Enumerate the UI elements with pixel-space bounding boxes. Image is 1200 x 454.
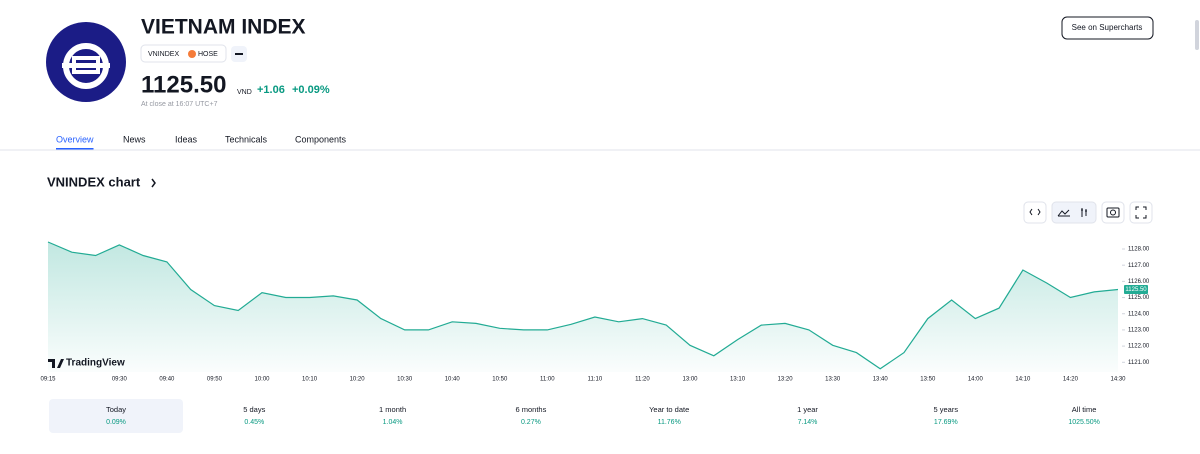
symbol-chip[interactable] [140, 44, 227, 63]
tab[interactable]: News [123, 134, 146, 144]
y-tick-label: 1122.00 [1128, 344, 1150, 350]
change: +1.06 [257, 84, 285, 96]
x-tick-label: 10:00 [254, 377, 270, 383]
brand-name: TradingView [66, 358, 125, 369]
x-tick-label: 13:10 [730, 377, 746, 383]
snapshot-icon [1106, 207, 1120, 218]
x-tick-label: 09:40 [159, 377, 175, 383]
x-tick-label: 09:15 [40, 377, 56, 383]
period-label[interactable]: 6 months [515, 405, 546, 414]
y-tick-label: 1127.00 [1128, 263, 1150, 269]
price: 1125.50 [141, 71, 226, 98]
period-change: 7.14% [798, 419, 818, 426]
brand-logo [48, 359, 64, 368]
y-tick-label: 1125.00 [1128, 295, 1150, 301]
chart-style-group [1051, 201, 1097, 224]
x-tick-label: 13:50 [920, 377, 936, 383]
x-tick-label: 09:30 [112, 377, 128, 383]
scrollbar [1195, 20, 1199, 50]
fullscreen-button[interactable] [1129, 201, 1153, 224]
period-change: 1025.50% [1068, 419, 1100, 426]
area-fill [48, 242, 1118, 372]
tab-underline [56, 148, 94, 150]
period-label[interactable]: 1 year [797, 405, 818, 414]
status: At close at 16:07 UTC+7 [141, 101, 218, 108]
x-tick-label: 10:20 [350, 377, 366, 383]
x-tick-label: 13:00 [682, 377, 698, 383]
y-tick-label: 1124.00 [1128, 311, 1150, 317]
x-tick-label: 11:10 [588, 377, 603, 383]
section-title[interactable]: VNINDEX chart [47, 174, 141, 189]
x-tick-label: 14:30 [1110, 377, 1126, 383]
supercharts-button[interactable] [1061, 16, 1154, 40]
y-tick-label: 1126.00 [1128, 279, 1150, 285]
x-tick-label: 10:50 [492, 377, 508, 383]
period-label[interactable]: 1 month [379, 405, 406, 414]
exchange: HOSE [198, 51, 218, 58]
chevron [151, 178, 156, 188]
x-tick-label: 13:20 [778, 377, 794, 383]
symbol: VNINDEX [148, 51, 179, 58]
title: VIETNAM INDEX [141, 16, 306, 39]
period-selected [49, 399, 183, 433]
change-percent: +0.09% [292, 84, 330, 96]
period-change: 11.76% [658, 419, 681, 426]
x-tick-label: 11:00 [540, 377, 555, 383]
y-tick-label: 1121.00 [1128, 360, 1150, 366]
period-change: 0.45% [244, 419, 264, 426]
x-tick-label: 14:10 [1015, 377, 1031, 383]
chart: 1121.00 1122.00 1123.00 1124.00 1125.00 1126.… [40, 241, 1150, 383]
period-change: 0.09% [106, 419, 126, 426]
period-change: 0.27% [521, 419, 541, 426]
candle-style-icon[interactable] [1081, 208, 1087, 217]
tab[interactable]: Overview [56, 134, 94, 144]
menu-icon [235, 53, 243, 55]
snapshot-lens [1110, 209, 1116, 216]
supercharts-label: See on Supercharts [1072, 23, 1143, 32]
period-label[interactable]: Today [106, 405, 126, 414]
x-tick-label: 10:10 [302, 377, 318, 383]
embed-icon [1029, 208, 1041, 216]
period-change: 1.04% [383, 419, 403, 426]
snapshot-button[interactable] [1101, 201, 1125, 224]
x-tick-label: 13:30 [825, 377, 841, 383]
price-tag-label: 1125.50 [1125, 287, 1147, 293]
chart-toolbar [1023, 201, 1153, 224]
period-label[interactable]: 5 years [933, 405, 958, 414]
x-tick-label: 13:40 [873, 377, 889, 383]
price-line [47, 241, 1119, 370]
logo [46, 22, 126, 102]
embed-button[interactable] [1023, 201, 1047, 224]
x-tick-label: 10:40 [445, 377, 461, 383]
period-label[interactable]: 5 days [243, 405, 265, 414]
x-tick-label: 14:20 [1063, 377, 1079, 383]
exchange-icon [188, 50, 196, 58]
currency: VND [237, 89, 252, 96]
y-tick-label: 1123.00 [1128, 327, 1150, 333]
period-change: 17.69% [934, 419, 958, 426]
x-tick-label: 11:20 [635, 377, 650, 383]
fullscreen-icon [1135, 206, 1147, 219]
period-label[interactable]: All time [1072, 405, 1097, 414]
x-tick-label: 14:00 [968, 377, 984, 383]
period-label[interactable]: Year to date [649, 405, 689, 414]
brand: TradingView [48, 358, 125, 369]
x-tick-label: 09:50 [207, 377, 223, 383]
tab[interactable]: Components [295, 134, 347, 144]
tabs: Overview News Ideas Technicals Components [56, 134, 347, 150]
area-style-icon[interactable] [1057, 209, 1070, 217]
price-tag [1124, 284, 1148, 294]
x-tick-label: 10:30 [397, 377, 413, 383]
periods: Today 0.09% 5 days 0.45% 1 month 1.04% 6 month… [49, 399, 1100, 433]
tab[interactable]: Ideas [175, 134, 198, 144]
tab[interactable]: Technicals [225, 134, 268, 144]
y-tick-label: 1128.00 [1128, 247, 1150, 253]
